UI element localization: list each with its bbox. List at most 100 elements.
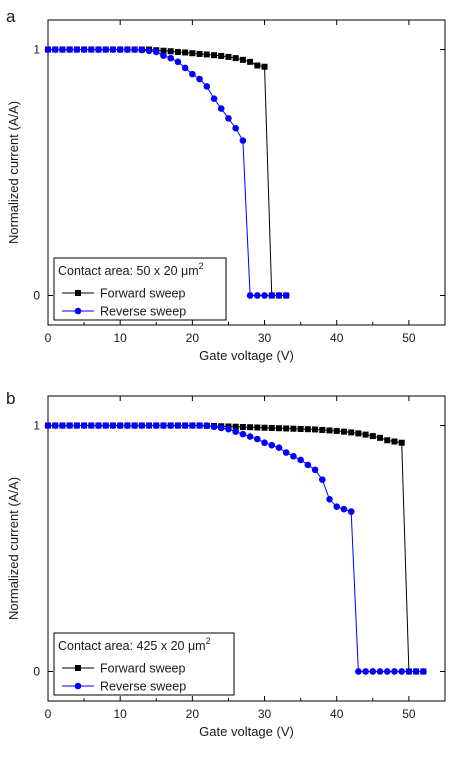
data-point xyxy=(109,46,117,53)
data-point xyxy=(261,439,268,447)
data-point xyxy=(268,424,275,431)
data-point xyxy=(51,422,59,429)
data-point xyxy=(174,58,182,66)
data-point xyxy=(203,51,210,58)
data-point xyxy=(181,422,189,429)
data-point xyxy=(261,424,268,431)
data-point xyxy=(319,426,326,433)
data-point xyxy=(152,422,160,429)
data-point xyxy=(282,292,290,299)
data-point xyxy=(282,449,290,456)
panel-label: a xyxy=(6,7,16,26)
data-point xyxy=(80,422,88,429)
x-tick-label: 0 xyxy=(45,707,52,721)
data-point xyxy=(297,425,304,432)
data-point xyxy=(44,46,52,53)
data-point xyxy=(217,105,225,112)
plot-frame xyxy=(47,19,446,326)
data-point xyxy=(102,422,110,429)
legend-label: Reverse sweep xyxy=(100,680,186,694)
data-point xyxy=(95,422,102,429)
data-point xyxy=(254,62,261,69)
data-point xyxy=(254,424,261,431)
series-line xyxy=(48,49,287,296)
legend-label: Forward sweep xyxy=(100,662,185,676)
x-axis-label: Gate voltage (V) xyxy=(199,348,294,363)
data-point xyxy=(167,422,175,429)
plot-frame xyxy=(47,395,446,702)
data-point xyxy=(391,438,398,445)
data-point xyxy=(362,668,369,675)
y-axis-label: Normalized current (A/A) xyxy=(6,477,21,620)
data-point xyxy=(174,422,182,429)
data-point xyxy=(152,48,160,56)
legend: Contact area: 425 x 20 μm2 Forward sweep R… xyxy=(53,632,235,696)
data-point xyxy=(73,422,81,429)
data-point xyxy=(261,63,268,70)
data-point xyxy=(124,422,131,429)
data-point xyxy=(405,668,413,675)
x-axis-label: Gate voltage (V) xyxy=(199,724,294,739)
data-point xyxy=(290,452,297,460)
series-reverse-sweep xyxy=(44,46,290,299)
data-point xyxy=(160,422,167,429)
data-point xyxy=(59,46,66,53)
data-point xyxy=(412,668,420,675)
x-tick-label: 30 xyxy=(258,707,272,721)
data-point xyxy=(189,422,196,429)
data-point xyxy=(369,433,376,440)
data-point xyxy=(203,83,211,90)
data-point xyxy=(239,430,247,438)
data-point xyxy=(376,668,384,675)
data-point xyxy=(247,424,254,431)
legend-box xyxy=(53,632,235,696)
data-point xyxy=(131,422,138,429)
data-point xyxy=(369,668,377,675)
data-point xyxy=(116,46,124,53)
data-point xyxy=(268,292,276,299)
legend-marker xyxy=(75,290,81,296)
data-point xyxy=(232,428,239,435)
data-point xyxy=(124,46,131,53)
data-point xyxy=(275,425,282,432)
data-point xyxy=(254,292,261,299)
data-point xyxy=(217,424,225,432)
data-point xyxy=(239,137,247,144)
legend-marker xyxy=(74,307,82,315)
data-point xyxy=(211,52,218,59)
legend-label: Reverse sweep xyxy=(100,305,186,319)
data-point xyxy=(225,425,232,433)
data-point xyxy=(239,56,246,63)
data-point xyxy=(340,505,348,513)
data-point xyxy=(196,75,203,83)
data-point xyxy=(66,46,73,53)
data-point xyxy=(182,49,189,56)
data-point xyxy=(268,441,276,449)
data-point xyxy=(355,430,362,437)
y-tick-label: 0 xyxy=(33,288,40,302)
data-point xyxy=(254,435,261,443)
data-point xyxy=(160,52,167,59)
data-point xyxy=(420,668,427,675)
data-point xyxy=(203,422,211,429)
data-point xyxy=(311,466,319,474)
data-point xyxy=(304,461,312,469)
y-tick-label: 1 xyxy=(33,419,40,433)
data-point xyxy=(391,668,398,675)
legend-label: Forward sweep xyxy=(100,287,185,301)
data-point xyxy=(160,47,167,54)
x-tick-label: 30 xyxy=(258,331,272,345)
data-point xyxy=(102,46,110,53)
data-point xyxy=(232,55,239,62)
data-point xyxy=(189,70,196,78)
data-point xyxy=(225,53,232,60)
data-point xyxy=(318,476,326,483)
data-point xyxy=(145,47,153,55)
data-point xyxy=(384,437,391,444)
data-point xyxy=(167,48,174,55)
data-point xyxy=(138,46,146,54)
x-tick-label: 40 xyxy=(330,331,344,345)
data-point xyxy=(174,48,181,55)
data-point xyxy=(247,58,254,65)
data-point xyxy=(181,64,189,72)
